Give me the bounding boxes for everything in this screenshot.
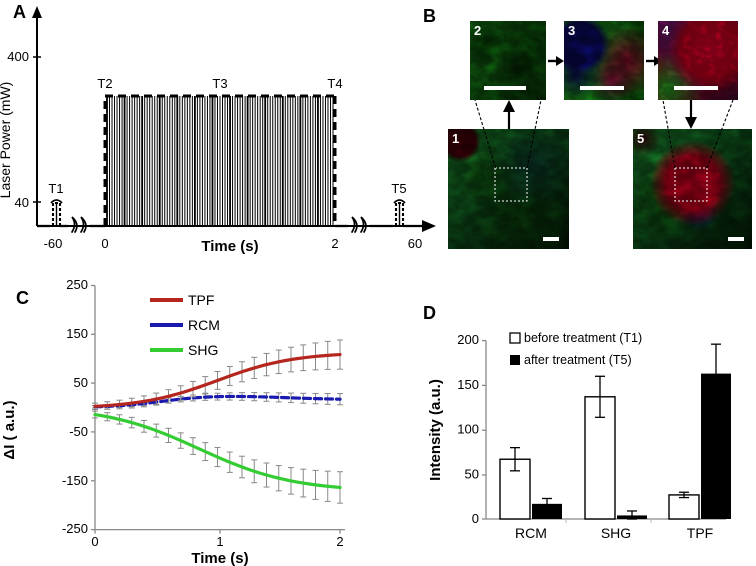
svg-text:RCM: RCM [188,317,220,333]
svg-text:-150: -150 [62,473,88,488]
svg-text:1: 1 [216,534,223,549]
svg-text:Time (s): Time (s) [191,550,248,566]
svg-text:ΔI ( a.u.): ΔI ( a.u.) [1,400,18,459]
svg-text:50: 50 [74,375,88,390]
svg-text:250: 250 [66,280,88,292]
svg-text:RCM: RCM [515,525,547,541]
svg-text:after treatment (T5): after treatment (T5) [524,353,632,367]
svg-text:200: 200 [457,332,479,347]
svg-text:150: 150 [66,326,88,341]
svg-text:150: 150 [457,377,479,392]
svg-text:SHG: SHG [188,342,218,358]
svg-text:SHG: SHG [601,525,631,541]
svg-text:2: 2 [336,534,343,549]
svg-text:0: 0 [472,511,479,526]
svg-text:Intensity (a.u.): Intensity (a.u.) [427,379,444,481]
svg-text:-50: -50 [69,424,88,439]
svg-text:50: 50 [465,466,479,481]
svg-text:0: 0 [91,534,98,549]
svg-text:TPF: TPF [188,292,214,308]
svg-text:TPF: TPF [687,525,713,541]
svg-text:-250: -250 [62,521,88,536]
svg-text:before treatment (T1): before treatment (T1) [524,331,642,345]
svg-text:100: 100 [457,422,479,437]
